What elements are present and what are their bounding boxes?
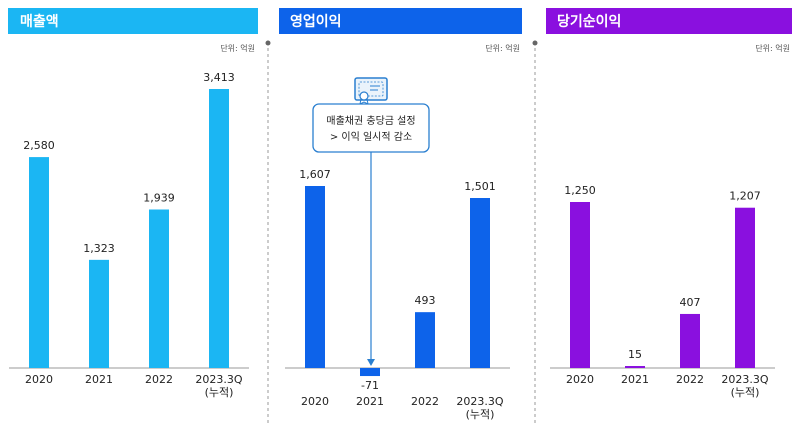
panel-3-header-band [546,8,792,34]
bar-2022 [415,312,435,368]
value-label-2023: 1,501 [464,180,496,193]
bar-2022 [680,313,700,368]
bar-2021 [625,366,645,368]
category-label-2023: 2023.3Q (누적) [721,373,768,399]
category-label-2021: 2021 [621,373,649,386]
bar-2022 [149,209,169,368]
category-label-2020: 2020 [25,373,53,386]
bar-2021 [89,259,109,368]
value-label-2023: 1,207 [729,190,761,203]
bar-2021 [360,368,380,377]
revenue-chart: 2,580 2020 1,323 2021 1,939 2022 3,413 2023.3Q(… [9,71,249,399]
separator-2 [532,40,538,425]
value-label-2022: 407 [680,296,701,309]
category-label-2020: 2020 [301,395,329,408]
callout-line-1: 매출채권 충당금 설정 [326,115,415,127]
bar-2023 [209,89,229,368]
panel-1-header-band [8,8,258,34]
category-label-2023: 2023.3Q (누적) [195,373,242,399]
category-label-2020: 2020 [566,373,594,386]
category-label-2022: 2022 [676,373,704,386]
value-label-2021: 1,323 [83,242,115,255]
value-label-2020: 2,580 [23,139,55,152]
bar-2023 [470,198,490,368]
panel-1-unit: 단위: 억원 [220,43,255,53]
value-label-2020: 1,607 [299,168,331,181]
callout-arrowhead [367,359,375,366]
value-label-2021: -71 [361,379,379,392]
panel-2-unit: 단위: 억원 [485,43,520,53]
callout-line-2: > 이익 일시적 감소 [330,131,412,143]
value-label-2022: 493 [415,294,436,307]
bar-2020 [29,157,49,368]
panel-2-title: 영업이익 [290,13,342,30]
net-income-chart: 1,250 2020 15 2021 407 2022 1,207 2023.3Q (누적) [550,184,775,399]
category-label-2021: 2021 [356,395,384,408]
value-label-2021: 15 [628,348,642,361]
value-label-2023: 3,413 [203,71,235,84]
bar-2023 [735,207,755,368]
bar-2020 [570,202,590,368]
callout: 매출채권 충당금 설정 > 이익 일시적 감소 [312,77,430,366]
category-label-2023: 2023.3Q (누적) [456,395,503,421]
panel-2-header-band [279,8,522,34]
value-label-2020: 1,250 [564,184,596,197]
category-label-2022: 2022 [411,395,439,408]
panel-3-title: 당기순이익 [557,13,621,30]
certificate-icon [354,77,388,105]
panel-1-title: 매출액 [20,13,59,30]
separator-1 [265,40,271,425]
panel-3-unit: 단위: 억원 [755,43,790,53]
operating-profit-chart: 1,607 2020 -71 2021 493 2022 1,501 2023.3Q (누적) [285,168,510,421]
bar-2020 [305,186,325,368]
category-label-2022: 2022 [145,373,173,386]
callout-box [312,103,430,153]
category-label-2021: 2021 [85,373,113,386]
value-label-2022: 1,939 [143,191,175,204]
